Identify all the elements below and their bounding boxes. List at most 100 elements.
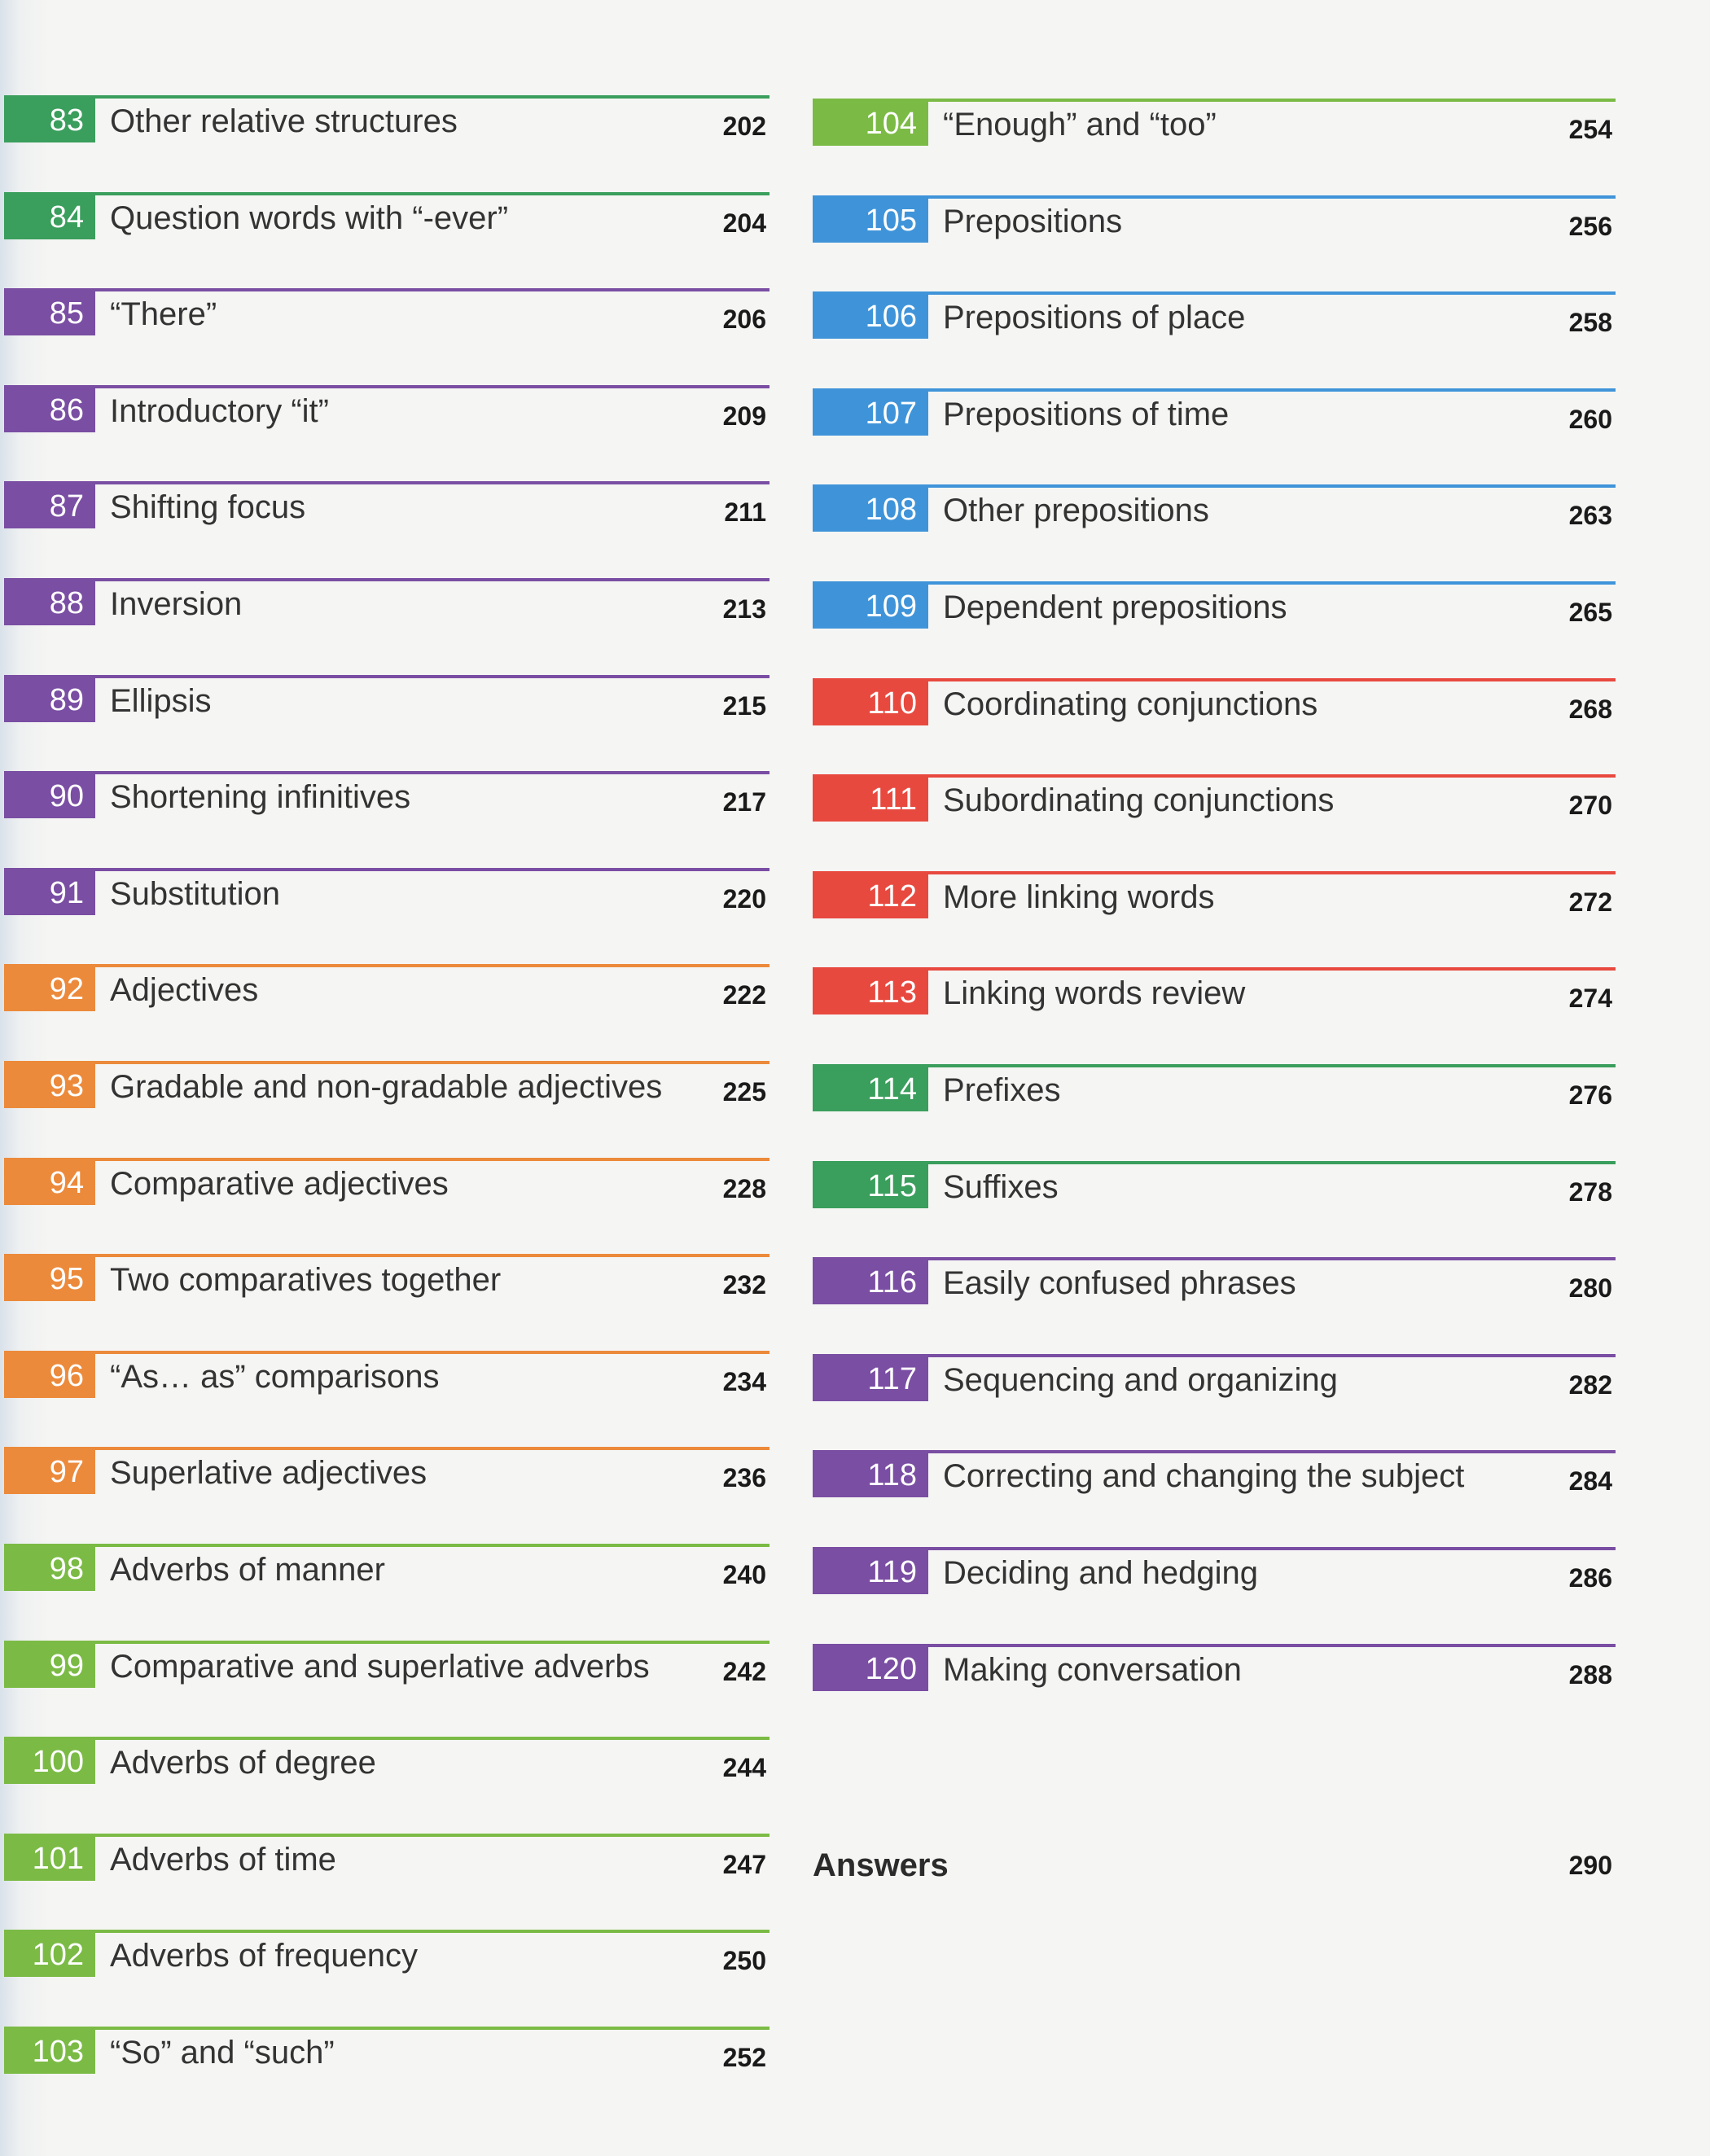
toc-entry-120[interactable]: 120 Making conversation 288 [813, 1643, 1616, 1709]
toc-entry-119[interactable]: 119 Deciding and hedging 286 [813, 1547, 1616, 1612]
toc-entry-115[interactable]: 115 Suffixes 278 [813, 1160, 1616, 1226]
page-number: 234 [722, 1366, 766, 1396]
toc-entry-102[interactable]: 102 Adverbs of frequency 250 [4, 1930, 770, 1995]
toc-entry-99[interactable]: 99 Comparative and superlative adverbs 242 [4, 1640, 770, 1706]
toc-entry-109[interactable]: 109 Dependent prepositions 265 [813, 581, 1616, 646]
chapter-number-badge: 90 [4, 774, 95, 819]
toc-entry-98[interactable]: 98 Adverbs of manner 240 [4, 1544, 770, 1609]
toc-entry-90[interactable]: 90 Shortening infinitives 217 [4, 771, 770, 836]
chapter-title: Substitution [110, 875, 281, 912]
toc-entry-106[interactable]: 106 Prepositions of place 258 [813, 291, 1616, 357]
answers-page-number: 290 [1568, 1851, 1612, 1880]
toc-entry-87[interactable]: 87 Shifting focus 211 [4, 481, 770, 546]
toc-entry-113[interactable]: 113 Linking words review 274 [813, 967, 1616, 1032]
chapter-number-badge: 119 [813, 1550, 928, 1594]
toc-entry-91[interactable]: 91 Substitution 220 [4, 867, 770, 933]
chapter-title: “Enough” and “too” [943, 107, 1217, 142]
page-number: 272 [1568, 887, 1612, 917]
toc-entry-94[interactable]: 94 Comparative adjectives 228 [4, 1157, 770, 1223]
toc-entry-83[interactable]: 83 Other relative structures 202 [4, 95, 770, 160]
toc-entry-112[interactable]: 112 More linking words 272 [813, 870, 1616, 936]
page-number: 232 [722, 1270, 766, 1300]
chapter-number-badge: 104 [813, 102, 928, 146]
page-number: 282 [1568, 1369, 1612, 1400]
chapter-number-badge: 115 [813, 1163, 928, 1208]
toc-entry-84[interactable]: 84 Question words with “-ever” 204 [4, 191, 770, 257]
chapter-title: Adverbs of manner [110, 1552, 385, 1588]
chapter-number-badge: 103 [4, 2030, 95, 2074]
toc-entry-89[interactable]: 89 Ellipsis 215 [4, 674, 770, 740]
toc-entry-107[interactable]: 107 Prepositions of time 260 [813, 388, 1616, 454]
chapter-number-badge: 85 [4, 291, 95, 336]
chapter-title: Superlative adjectives [110, 1455, 428, 1492]
toc-entry-93[interactable]: 93 Gradable and non-gradable adjectives 22… [4, 1061, 770, 1126]
chapter-title: Deciding and hedging [943, 1555, 1258, 1591]
page-number: 209 [722, 401, 766, 431]
page-number: 220 [722, 883, 766, 914]
toc-entry-103[interactable]: 103 “So” and “such” 252 [4, 2027, 770, 2092]
page-number: 278 [1568, 1177, 1612, 1207]
toc-entry-111[interactable]: 111 Subordinating conjunctions 270 [813, 774, 1616, 839]
chapter-title: Making conversation [943, 1651, 1242, 1688]
chapter-number-badge: 89 [4, 677, 95, 722]
page-number: 288 [1568, 1659, 1612, 1689]
chapter-title: “As… as” comparisons [110, 1358, 440, 1395]
toc-entry-104[interactable]: 104 “Enough” and “too” 254 [813, 99, 1616, 164]
chapter-title: Two comparatives together [110, 1262, 502, 1299]
chapter-title: Correcting and changing the subject [943, 1458, 1465, 1495]
chapter-title: Adverbs of degree [110, 1745, 376, 1781]
page-number: 202 [722, 112, 766, 141]
chapter-title: Adjectives [110, 972, 259, 1009]
page-number: 286 [1568, 1563, 1612, 1593]
chapter-number-badge: 100 [4, 1740, 95, 1785]
toc-entry-92[interactable]: 92 Adjectives 222 [4, 964, 770, 1029]
chapter-title: Sequencing and organizing [943, 1361, 1338, 1398]
chapter-title: Other relative structures [110, 103, 458, 139]
page-number: 242 [722, 1656, 766, 1686]
chapter-title: Suffixes [943, 1168, 1059, 1205]
page-number: 260 [1568, 404, 1612, 434]
toc-entry-110[interactable]: 110 Coordinating conjunctions 268 [813, 677, 1616, 743]
page-number: 244 [722, 1753, 766, 1783]
toc-entry-114[interactable]: 114 Prefixes 276 [813, 1064, 1616, 1129]
chapter-title: Linking words review [943, 975, 1246, 1012]
page-number: 217 [722, 787, 766, 817]
page-number: 204 [722, 208, 766, 238]
toc-entry-86[interactable]: 86 Introductory “it” 209 [4, 384, 770, 450]
toc-entry-116[interactable]: 116 Easily confused phrases 280 [813, 1257, 1616, 1322]
chapter-number-badge: 94 [4, 1160, 95, 1205]
page-number: 268 [1568, 694, 1612, 724]
toc-entry-97[interactable]: 97 Superlative adjectives 236 [4, 1447, 770, 1512]
chapter-number-badge: 99 [4, 1643, 95, 1688]
chapter-number-badge: 108 [813, 488, 928, 532]
toc-entry-108[interactable]: 108 Other prepositions 263 [813, 484, 1616, 550]
page-number: 280 [1568, 1273, 1612, 1304]
page-number: 228 [722, 1173, 766, 1203]
toc-entry-100[interactable]: 100 Adverbs of degree 244 [4, 1737, 770, 1802]
chapter-title: Shortening infinitives [110, 779, 411, 816]
chapter-title: “There” [110, 296, 217, 333]
toc-entry-118[interactable]: 118 Correcting and changing the subject 28… [813, 1450, 1616, 1515]
chapter-number-badge: 114 [813, 1067, 928, 1111]
chapter-title: Coordinating conjunctions [943, 686, 1318, 722]
answers-entry[interactable]: Answers 290 [813, 1844, 1616, 1893]
toc-entry-117[interactable]: 117 Sequencing and organizing 282 [813, 1353, 1616, 1419]
page-number: 265 [1568, 598, 1612, 627]
chapter-title: Question words with “-ever” [110, 199, 509, 236]
page-number: 256 [1568, 211, 1612, 241]
chapter-title: Shifting focus [110, 489, 306, 526]
chapter-title: “So” and “such” [110, 2035, 335, 2071]
toc-entry-95[interactable]: 95 Two comparatives together 232 [4, 1254, 770, 1319]
chapter-title: Prepositions [943, 203, 1123, 239]
answers-label: Answers [813, 1847, 949, 1883]
toc-entry-105[interactable]: 105 Prepositions 256 [813, 195, 1616, 261]
toc-entry-88[interactable]: 88 Inversion 213 [4, 578, 770, 643]
toc-entry-96[interactable]: 96 “As… as” comparisons 234 [4, 1350, 770, 1416]
page-number: 252 [722, 2043, 766, 2072]
toc-entry-101[interactable]: 101 Adverbs of time 247 [4, 1833, 770, 1899]
toc-entry-85[interactable]: 85 “There” 206 [4, 288, 770, 353]
chapter-number-badge: 92 [4, 967, 95, 1012]
chapter-number-badge: 111 [813, 778, 928, 822]
chapter-number-badge: 91 [4, 870, 95, 915]
chapter-number-badge: 87 [4, 484, 95, 529]
